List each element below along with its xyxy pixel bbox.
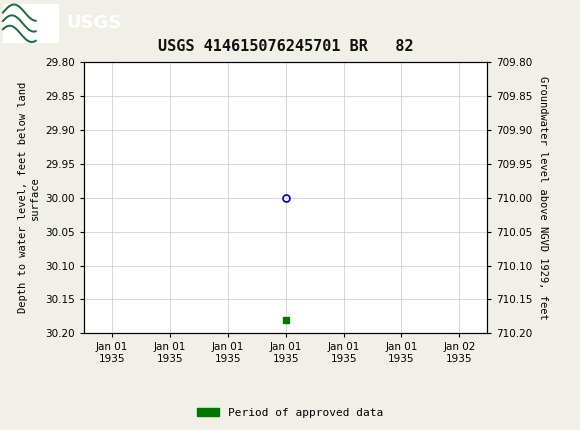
Text: USGS: USGS	[67, 14, 122, 31]
Y-axis label: Depth to water level, feet below land
surface: Depth to water level, feet below land su…	[18, 82, 39, 313]
Title: USGS 414615076245701 BR   82: USGS 414615076245701 BR 82	[158, 39, 414, 54]
Bar	[3, 3, 58, 42]
Legend: Period of approved data: Period of approved data	[193, 403, 387, 422]
Y-axis label: Groundwater level above NGVD 1929, feet: Groundwater level above NGVD 1929, feet	[538, 76, 548, 319]
